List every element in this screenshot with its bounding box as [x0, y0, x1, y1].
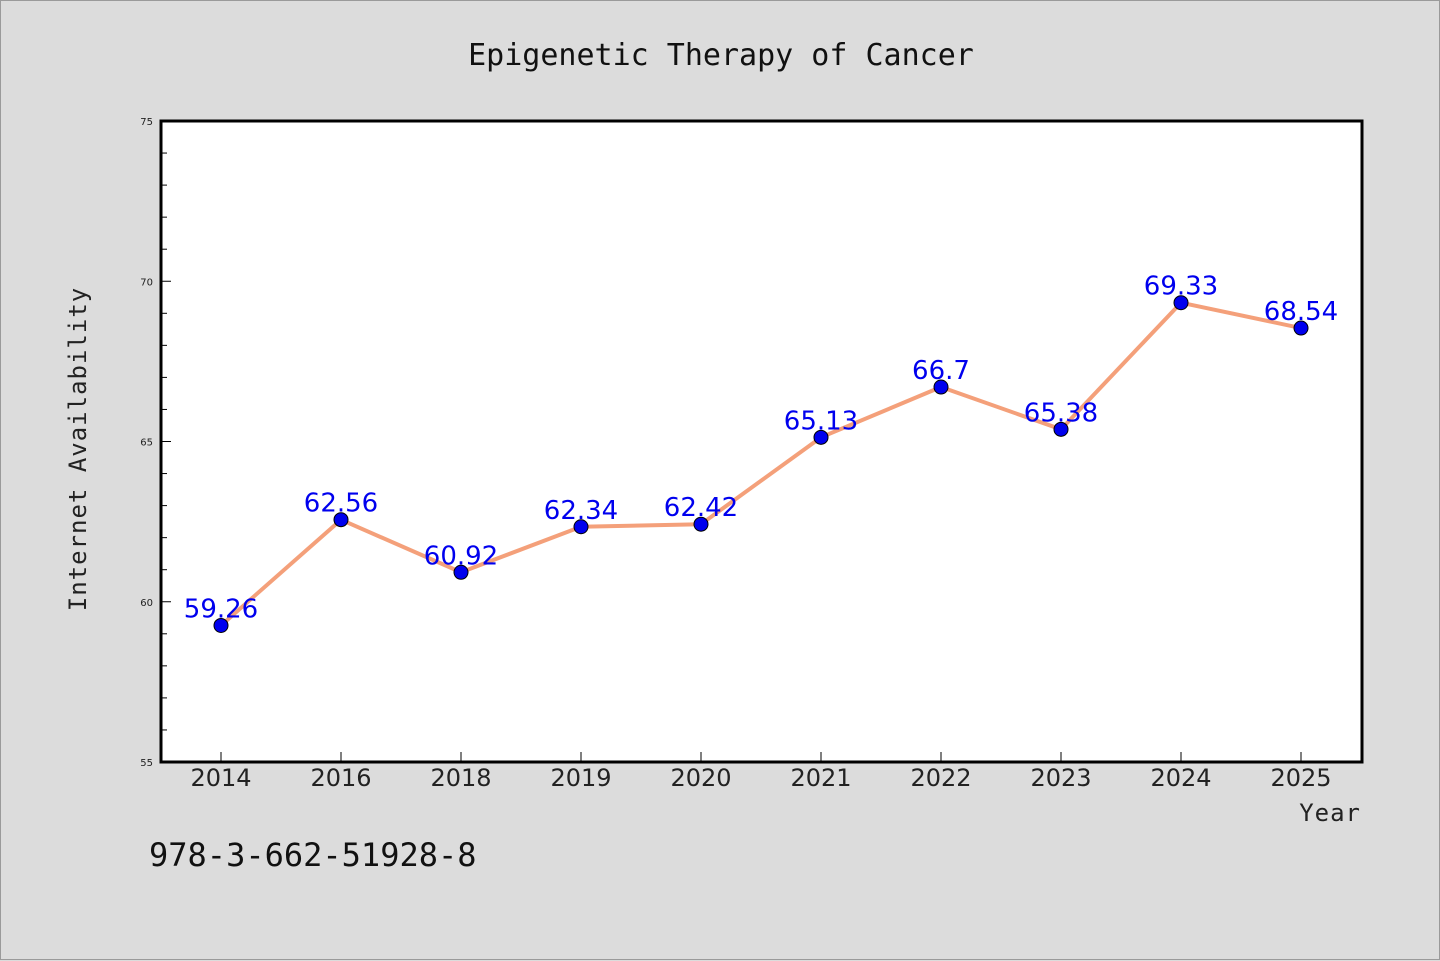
- data-point: [213, 617, 229, 633]
- y-axis-label: Internet Availability: [64, 287, 92, 611]
- series-line: [219, 300, 1302, 627]
- y-tick-label: 65: [140, 438, 153, 449]
- y-axis-ticks: 55 60 65 70 75: [140, 117, 171, 769]
- x-tick-label: 2019: [550, 764, 611, 792]
- data-point: [1293, 320, 1309, 336]
- data-point: [693, 516, 709, 532]
- data-label-group: 59.26 62.56 60.92 62.34 62.42 65.13 66.7 65.38 6…: [184, 272, 1338, 625]
- data-label: 62.42: [664, 493, 738, 523]
- data-point: [333, 512, 349, 528]
- x-tick-label: 2021: [790, 764, 851, 792]
- data-point: [1053, 421, 1069, 437]
- plot-area: [159, 119, 1364, 764]
- x-tick-label: 2025: [1270, 764, 1331, 792]
- data-label: 65.13: [784, 406, 858, 436]
- x-tick-label: 2016: [310, 764, 371, 792]
- y-tick-label: 70: [140, 277, 153, 288]
- y-tick-label: 55: [140, 758, 153, 769]
- y-tick-label: 60: [140, 598, 153, 609]
- data-point: [813, 429, 829, 445]
- data-label: 69.33: [1144, 272, 1218, 302]
- data-point: [933, 379, 949, 395]
- series-group: [213, 295, 1309, 633]
- x-tick-label: 2014: [190, 764, 251, 792]
- data-point: [453, 564, 469, 580]
- x-tick-label: 2018: [430, 764, 491, 792]
- data-point: [573, 519, 589, 535]
- data-label: 62.56: [304, 489, 378, 519]
- x-tick-label: 2022: [910, 764, 971, 792]
- data-label: 59.26: [184, 594, 258, 624]
- x-axis-ticks: 2014 2016 2018 2019 2020 2021 2022 2023 2024 2025: [190, 752, 1332, 792]
- data-label: 62.34: [544, 496, 618, 526]
- x-tick-label: 2020: [670, 764, 731, 792]
- data-label: 66.7: [912, 356, 970, 386]
- x-tick-label: 2024: [1150, 764, 1211, 792]
- x-tick-label: 2023: [1030, 764, 1091, 792]
- data-label: 60.92: [424, 541, 498, 571]
- data-label: 65.38: [1024, 398, 1098, 428]
- data-label: 68.54: [1264, 297, 1338, 327]
- chart-title: Epigenetic Therapy of Cancer: [468, 38, 974, 73]
- data-point: [1173, 295, 1189, 311]
- isbn-text: 978-3-662-51928-8: [149, 836, 477, 874]
- y-tick-label: 75: [140, 117, 153, 128]
- x-axis-label: Year: [1299, 799, 1361, 827]
